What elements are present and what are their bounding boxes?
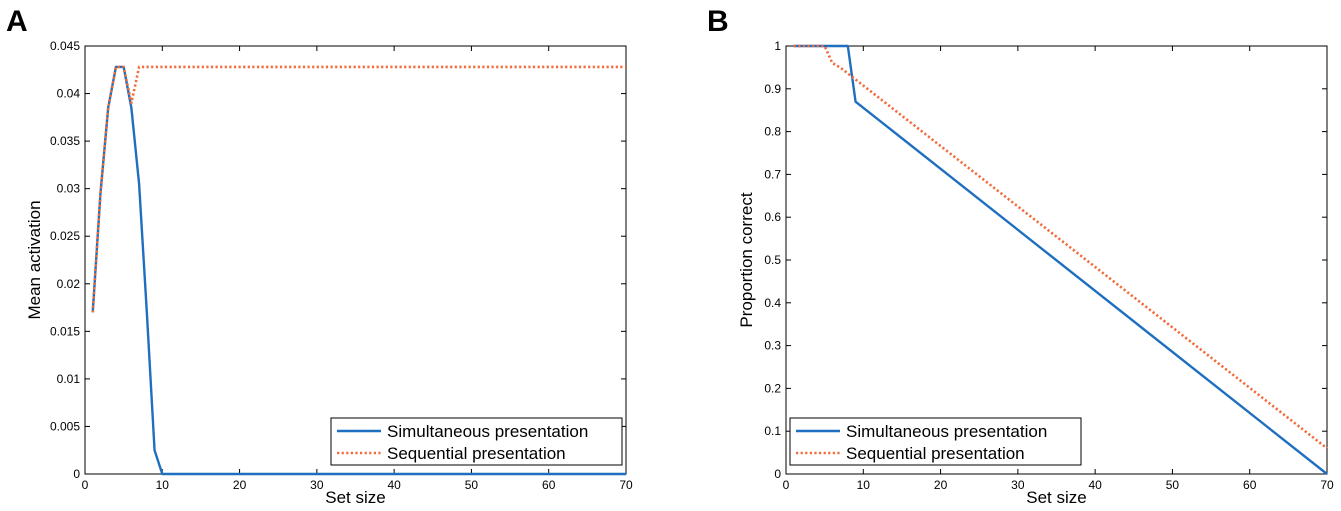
y-tick-label: 0.01 (57, 372, 81, 386)
y-tick-label: 0.005 (50, 419, 80, 433)
x-tick-label: 70 (1320, 478, 1334, 492)
panel-letter-a: A (6, 5, 28, 38)
x-tick-label: 60 (1243, 478, 1257, 492)
x-tick-label: 30 (1011, 478, 1025, 492)
legend-box (789, 417, 1082, 466)
x-tick-label: 60 (542, 478, 556, 492)
legend-label-simultaneous: Simultaneous presentation (387, 422, 588, 441)
legend-box (330, 417, 623, 466)
series-line-sequential (91, 65, 626, 313)
legend-label-simultaneous: Simultaneous presentation (846, 422, 1047, 441)
y-tick-label: 0.03 (57, 182, 81, 196)
x-axis-title: Set size (1026, 488, 1086, 507)
y-tick-label: 0.2 (764, 381, 781, 395)
y-tick-label: 0 (73, 467, 80, 481)
legend: Simultaneous presentation Sequential pres… (330, 417, 623, 466)
y-tick-label: 0 (774, 467, 781, 481)
y-tick-label: 0.7 (764, 167, 781, 181)
x-tick-label: 40 (387, 478, 401, 492)
y-tick-label: 0.045 (50, 39, 80, 53)
x-tick-label: 20 (233, 478, 247, 492)
plot-area (84, 45, 627, 475)
panel-letter-b: B (707, 5, 729, 38)
y-tick-label: 0.025 (50, 229, 80, 243)
y-tick-label: 0.4 (764, 296, 781, 310)
y-tick-label: 0.6 (764, 210, 781, 224)
x-tick-label: 0 (82, 478, 89, 492)
x-tick-label: 50 (1166, 478, 1180, 492)
x-tick-label: 40 (1088, 478, 1102, 492)
y-tick-label: 0.035 (50, 134, 80, 148)
x-tick-label: 50 (465, 478, 479, 492)
y-tick-label: 0.02 (57, 277, 81, 291)
y-tick-label: 0.9 (764, 82, 781, 96)
y-tick-label: 0.1 (764, 424, 781, 438)
legend: Simultaneous presentation Sequential pres… (789, 417, 1082, 466)
y-axis-title: Proportion correct (737, 192, 756, 327)
x-tick-label: 10 (156, 478, 170, 492)
y-axis-title: Mean activation (25, 200, 44, 319)
x-axis-title: Set size (325, 488, 385, 507)
x-tick-label: 0 (783, 478, 790, 492)
x-tick-label: 20 (934, 478, 948, 492)
y-tick-label: 1 (774, 39, 781, 53)
legend-label-sequential: Sequential presentation (387, 444, 566, 463)
panel-b: B 0 10 20 30 40 50 60 70 0 0.1 0.2 0.3 0.4 0.5 0.6 0.7 0… (707, 5, 1334, 507)
y-tick-label: 0.8 (764, 125, 781, 139)
legend-label-sequential: Sequential presentation (846, 444, 1025, 463)
panel-a: A 0 10 20 30 40 50 60 70 0 0.005 0.01 0.015 0.02 0.02… (6, 5, 633, 507)
x-tick-label: 10 (857, 478, 871, 492)
y-tick-label: 0.04 (57, 87, 81, 101)
x-tick-label: 70 (619, 478, 633, 492)
series-line-simultaneous (793, 44, 1328, 475)
x-tick-label: 30 (310, 478, 324, 492)
y-tick-label: 0.5 (764, 253, 781, 267)
y-tick-label: 0.015 (50, 324, 80, 338)
y-tick-label: 0.3 (764, 339, 781, 353)
